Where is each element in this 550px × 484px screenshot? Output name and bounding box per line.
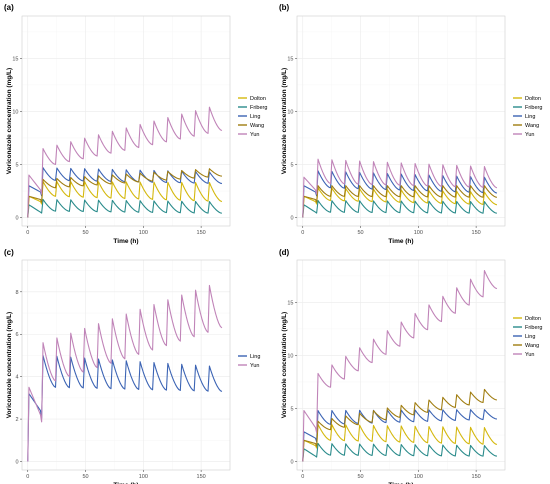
x-tick-label: 100 [139, 474, 148, 480]
panel-border [21, 259, 231, 471]
plot-area [22, 16, 230, 226]
x-tick-label: 50 [357, 474, 363, 480]
y-axis-title: Voriconazole concentration (mg/L) [281, 312, 288, 418]
y-tick-label: 10 [287, 353, 293, 359]
chart-panel-3: 0 50 100 150 0 2 4 6 8 Time (h) Voriconazole conce… [4, 248, 260, 484]
legend-label-yun: Yun [250, 363, 259, 369]
y-tick-label: 0 [290, 216, 293, 222]
y-tick-label: 0 [290, 460, 293, 466]
legend-label-friberg: Friberg [525, 325, 542, 331]
y-tick-label: 0 [15, 460, 18, 466]
x-tick-label: 50 [82, 474, 88, 480]
x-tick-label: 150 [197, 474, 206, 480]
legend-label-wang: Wang [525, 123, 539, 129]
y-tick-label: 10 [287, 109, 293, 115]
legend-label-wang: Wang [525, 343, 539, 349]
y-axis-title: Voriconazole concentration (mg/L) [6, 68, 13, 174]
x-axis-title: Time (h) [113, 482, 138, 484]
legend-label-ling: Ling [250, 114, 260, 120]
series-line-ling [27, 167, 223, 218]
series-line-ling [302, 409, 498, 462]
series-line-yun [27, 106, 223, 218]
legend-label-ling: Ling [250, 354, 260, 360]
x-tick-label: 0 [301, 474, 304, 480]
legend-label-dolton: Dolton [525, 316, 541, 322]
y-axis-title: Voriconazole concentration (mg/L) [281, 68, 288, 174]
y-tick-label: 5 [290, 406, 293, 412]
x-tick-label: 150 [472, 474, 481, 480]
series-line-wang [302, 388, 498, 462]
panel-label: (c) [4, 248, 14, 257]
series-line-wang [302, 185, 498, 218]
series-line-wang [27, 168, 223, 218]
x-tick-label: 0 [26, 230, 29, 236]
panel-label: (a) [4, 3, 14, 12]
y-tick-label: 15 [287, 300, 293, 306]
x-tick-label: 0 [301, 230, 304, 236]
legend-label-friberg: Friberg [525, 105, 542, 111]
panel-label: (b) [279, 3, 290, 12]
x-tick-label: 150 [197, 230, 206, 236]
x-tick-label: 50 [82, 230, 88, 236]
series-line-yun [302, 158, 498, 218]
legend-label-friberg: Friberg [250, 105, 267, 111]
x-tick-label: 0 [26, 474, 29, 480]
y-axis-title: Voriconazole concentration (mg/L) [6, 312, 13, 418]
legend-label-yun: Yun [525, 132, 534, 138]
x-tick-label: 100 [414, 474, 423, 480]
x-axis-title: Time (h) [388, 238, 413, 245]
y-tick-label: 15 [12, 56, 18, 62]
x-axis-title: Time (h) [113, 238, 138, 245]
y-tick-label: 5 [290, 162, 293, 168]
y-tick-label: 10 [12, 109, 18, 115]
series-line-yun [302, 270, 498, 462]
series-line-dolton [302, 423, 498, 462]
x-tick-label: 100 [414, 230, 423, 236]
y-tick-label: 8 [15, 290, 18, 296]
y-tick-label: 2 [15, 417, 18, 423]
panel-border [21, 15, 231, 227]
chart-panel-1: 0 50 100 150 0 5 10 15 Time (h) Voriconazole conc… [4, 3, 267, 245]
series-line-friberg [302, 200, 498, 218]
series-line-friberg [302, 442, 498, 462]
panel-label: (d) [279, 248, 290, 257]
series-line-friberg [27, 198, 223, 218]
legend-label-ling: Ling [525, 114, 535, 120]
y-tick-label: 5 [15, 162, 18, 168]
chart-panel-4: 0 50 100 150 0 5 10 15 Time (h) Voriconazole conc… [279, 248, 542, 484]
legend-label-dolton: Dolton [250, 96, 266, 102]
series-line-dolton [27, 180, 223, 218]
x-tick-label: 150 [472, 230, 481, 236]
chart-panel-2: 0 50 100 150 0 5 10 15 Time (h) Voriconazole conc… [279, 3, 542, 245]
panel-border [296, 15, 506, 227]
legend-label-yun: Yun [250, 132, 259, 138]
y-tick-label: 15 [287, 56, 293, 62]
y-tick-label: 6 [15, 332, 18, 338]
x-tick-label: 50 [357, 230, 363, 236]
series-line-yun [27, 284, 223, 462]
panel-border [296, 259, 506, 471]
legend-label-ling: Ling [525, 334, 535, 340]
legend-label-yun: Yun [525, 352, 534, 358]
legend-label-wang: Wang [250, 123, 264, 129]
y-tick-label: 4 [15, 375, 18, 381]
x-axis-title: Time (h) [388, 482, 413, 484]
legend-label-dolton: Dolton [525, 96, 541, 102]
x-tick-label: 100 [139, 230, 148, 236]
y-tick-label: 0 [15, 216, 18, 222]
